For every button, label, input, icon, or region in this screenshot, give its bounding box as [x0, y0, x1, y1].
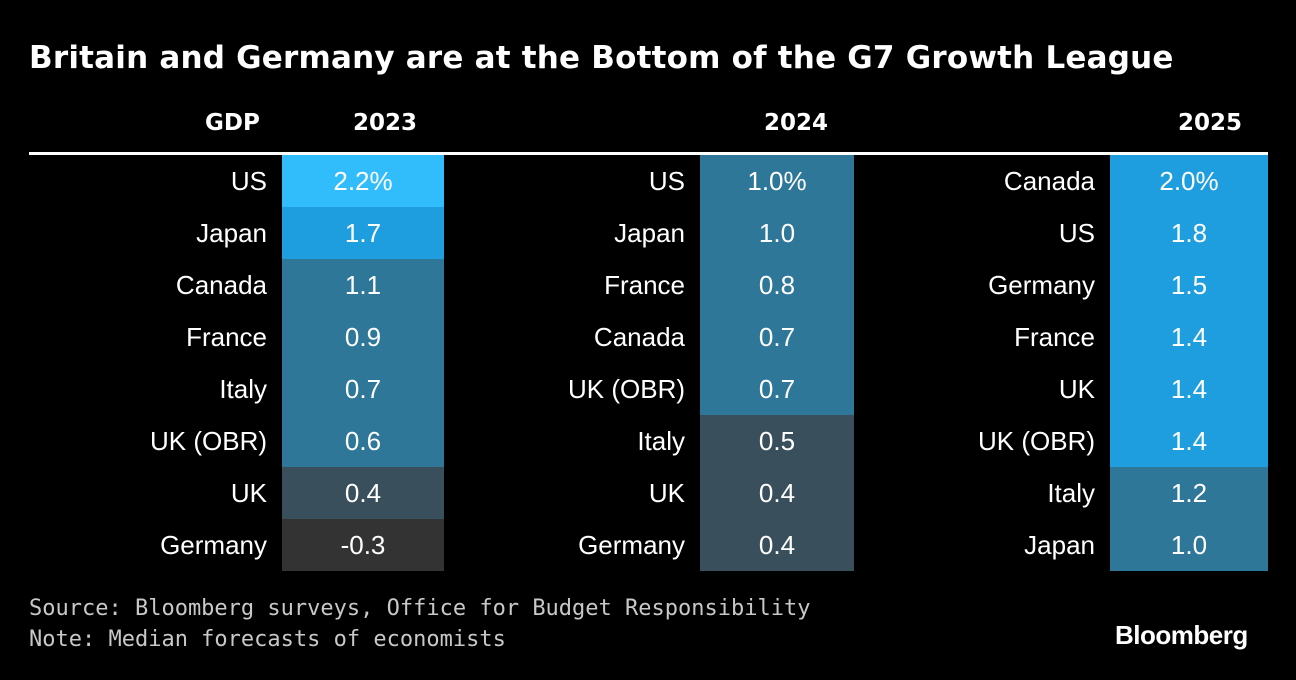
value-label-2023-5: 0.7 — [344, 374, 382, 404]
heat-cell-2025-4 — [1110, 311, 1268, 363]
country-label-2024-5: UK (OBR) — [568, 374, 685, 404]
heat-cell-2025-7 — [1110, 467, 1268, 519]
heat-cell-2023-4 — [282, 311, 444, 363]
heat-cell-2023-5 — [282, 363, 444, 415]
column-header-2023: 2023 — [353, 110, 418, 136]
heat-cell-2023-7 — [282, 467, 444, 519]
heat-cell-2024-5 — [700, 363, 854, 415]
value-label-2024-7: 0.4 — [758, 478, 796, 508]
value-label-2023-4: 0.9 — [344, 322, 382, 352]
bloomberg-logo: Bloomberg — [1115, 620, 1248, 650]
country-label-2023-2: Japan — [196, 218, 267, 248]
country-label-2025-1: Canada — [1003, 166, 1095, 196]
country-label-2023-4: France — [186, 322, 267, 352]
value-label-2025-6: 1.4 — [1170, 426, 1208, 456]
value-label-2024-5: 0.7 — [758, 374, 796, 404]
heat-cell-2025-2 — [1110, 207, 1268, 259]
heat-cell-2025-3 — [1110, 259, 1268, 311]
heat-cell-2024-3 — [700, 259, 854, 311]
column-header-2024: 2024 — [764, 110, 829, 136]
heat-cell-2024-1 — [700, 155, 854, 207]
country-label-2024-8: Germany — [578, 530, 685, 560]
heat-cell-2025-6 — [1110, 415, 1268, 467]
country-label-2024-4: Canada — [593, 322, 685, 352]
source-note: Source: Bloomberg surveys, Office for Bu… — [29, 596, 811, 621]
value-label-2024-2: 1.0 — [758, 218, 796, 248]
country-label-2023-1: US — [230, 166, 267, 196]
country-label-2023-3: Canada — [175, 270, 267, 300]
value-label-2024-4: 0.7 — [758, 322, 796, 352]
country-label-2023-7: UK — [230, 478, 267, 508]
country-label-2023-8: Germany — [160, 530, 267, 560]
country-label-2025-4: France — [1014, 322, 1095, 352]
value-label-2025-4: 1.4 — [1170, 322, 1208, 352]
value-label-2023-3: 1.1 — [344, 270, 382, 300]
value-label-2024-1: 1.0% — [747, 166, 807, 196]
heat-cell-2024-7 — [700, 467, 854, 519]
country-label-2024-3: France — [604, 270, 685, 300]
heat-cell-2023-1 — [282, 155, 444, 207]
value-label-2025-5: 1.4 — [1170, 374, 1208, 404]
country-label-2025-5: UK — [1058, 374, 1095, 404]
header-rule — [29, 152, 1268, 155]
country-label-2025-6: UK (OBR) — [978, 426, 1095, 456]
value-label-2023-7: 0.4 — [344, 478, 382, 508]
value-label-2024-3: 0.8 — [758, 270, 796, 300]
heat-cell-2023-3 — [282, 259, 444, 311]
value-label-2024-8: 0.4 — [758, 530, 796, 560]
heat-cell-2023-2 — [282, 207, 444, 259]
country-label-2025-2: US — [1058, 218, 1095, 248]
heat-cell-2023-6 — [282, 415, 444, 467]
country-label-2025-3: Germany — [988, 270, 1095, 300]
heat-cell-2025-1 — [1110, 155, 1268, 207]
column-header-2025: 2025 — [1178, 110, 1243, 136]
heat-cell-2024-4 — [700, 311, 854, 363]
value-label-2025-1: 2.0% — [1159, 166, 1219, 196]
value-label-2023-8: -0.3 — [340, 530, 386, 560]
value-label-2025-3: 1.5 — [1170, 270, 1208, 300]
row-header-gdp: GDP — [205, 110, 260, 136]
country-label-2024-2: Japan — [614, 218, 685, 248]
heat-cell-2024-6 — [700, 415, 854, 467]
heat-cell-2023-8 — [282, 519, 444, 571]
value-label-2025-8: 1.0 — [1170, 530, 1208, 560]
country-label-2023-5: Italy — [219, 374, 267, 404]
value-label-2025-7: 1.2 — [1170, 478, 1208, 508]
country-label-2024-6: Italy — [637, 426, 685, 456]
country-label-2024-1: US — [648, 166, 685, 196]
country-label-2024-7: UK — [648, 478, 685, 508]
heat-cell-2025-5 — [1110, 363, 1268, 415]
country-label-2023-6: UK (OBR) — [150, 426, 267, 456]
chart-title: Britain and Germany are at the Bottom of… — [29, 40, 1174, 76]
value-label-2024-6: 0.5 — [758, 426, 796, 456]
value-label-2023-1: 2.2% — [333, 166, 393, 196]
value-label-2023-6: 0.6 — [344, 426, 382, 456]
value-label-2025-2: 1.8 — [1170, 218, 1208, 248]
methodology-note: Note: Median forecasts of economists — [29, 627, 506, 652]
value-label-2023-2: 1.7 — [344, 218, 382, 248]
heat-cell-2024-8 — [700, 519, 854, 571]
heat-cell-2024-2 — [700, 207, 854, 259]
country-label-2025-7: Italy — [1047, 478, 1095, 508]
heat-cell-2025-8 — [1110, 519, 1268, 571]
country-label-2025-8: Japan — [1024, 530, 1095, 560]
